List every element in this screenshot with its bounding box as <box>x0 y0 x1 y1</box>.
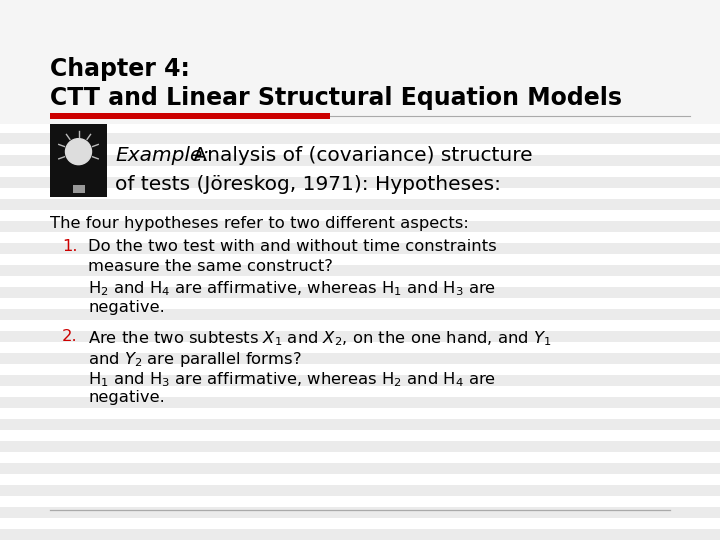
Bar <box>0 496 720 507</box>
Bar <box>0 166 720 177</box>
Bar <box>50 124 107 197</box>
Text: H$_1$ and H$_3$ are affirmative, whereas H$_2$ and H$_4$ are: H$_1$ and H$_3$ are affirmative, whereas… <box>88 370 496 389</box>
Text: measure the same construct?: measure the same construct? <box>88 259 333 274</box>
Text: of tests (Jöreskog, 1971): Hypotheses:: of tests (Jöreskog, 1971): Hypotheses: <box>115 176 501 194</box>
Bar <box>0 353 720 364</box>
Bar <box>0 518 720 529</box>
Bar <box>0 122 720 133</box>
Bar <box>0 1 720 12</box>
Bar <box>0 397 720 408</box>
Bar <box>50 113 330 119</box>
Bar <box>0 67 720 78</box>
Bar <box>0 276 720 287</box>
Bar <box>0 419 720 430</box>
Bar <box>0 485 720 496</box>
Text: 2.: 2. <box>62 329 78 345</box>
Text: The four hypotheses refer to two different aspects:: The four hypotheses refer to two differe… <box>50 216 469 231</box>
Bar <box>0 210 720 221</box>
Bar <box>0 133 720 144</box>
Text: negative.: negative. <box>88 300 165 315</box>
Bar <box>0 144 720 155</box>
Bar <box>0 232 720 243</box>
Bar <box>0 474 720 485</box>
Bar <box>0 320 720 331</box>
Bar <box>0 45 720 56</box>
Bar <box>0 0 720 124</box>
Bar <box>0 199 720 210</box>
Bar <box>0 507 720 518</box>
Bar <box>0 177 720 188</box>
Text: Example:: Example: <box>115 146 209 165</box>
Bar <box>0 89 720 100</box>
Text: Do the two test with and without time constraints: Do the two test with and without time co… <box>88 239 497 254</box>
Text: Analysis of (covariance) structure: Analysis of (covariance) structure <box>187 146 533 165</box>
Bar <box>73 185 84 193</box>
Bar <box>0 309 720 320</box>
Bar <box>0 155 720 166</box>
Bar <box>0 287 720 298</box>
Text: Are the two subtests $X_1$ and $X_2$, on the one hand, and $Y_1$: Are the two subtests $X_1$ and $X_2$, on… <box>88 329 552 348</box>
Bar <box>0 12 720 23</box>
Bar <box>0 254 720 265</box>
Bar <box>0 265 720 276</box>
Bar <box>0 78 720 89</box>
Bar <box>0 441 720 452</box>
Bar <box>0 298 720 309</box>
Bar <box>0 331 720 342</box>
Bar <box>0 111 720 122</box>
Bar <box>0 0 720 1</box>
Bar <box>0 386 720 397</box>
Bar <box>0 529 720 540</box>
Text: negative.: negative. <box>88 390 165 405</box>
Bar <box>0 342 720 353</box>
Bar <box>0 100 720 111</box>
Bar <box>0 408 720 419</box>
Bar <box>0 430 720 441</box>
Bar <box>0 452 720 463</box>
Text: Chapter 4:: Chapter 4: <box>50 57 190 80</box>
Text: CTT and Linear Structural Equation Models: CTT and Linear Structural Equation Model… <box>50 86 622 110</box>
Text: H$_2$ and H$_4$ are affirmative, whereas H$_1$ and H$_3$ are: H$_2$ and H$_4$ are affirmative, whereas… <box>88 279 496 298</box>
Text: 1.: 1. <box>62 239 78 254</box>
Text: and $Y_2$ are parallel forms?: and $Y_2$ are parallel forms? <box>88 350 302 369</box>
Bar <box>0 56 720 67</box>
Bar <box>0 34 720 45</box>
Bar <box>0 364 720 375</box>
Bar <box>0 23 720 34</box>
Bar <box>0 221 720 232</box>
Bar <box>0 375 720 386</box>
Circle shape <box>66 139 91 165</box>
Bar <box>0 463 720 474</box>
Bar <box>0 188 720 199</box>
Bar <box>0 243 720 254</box>
